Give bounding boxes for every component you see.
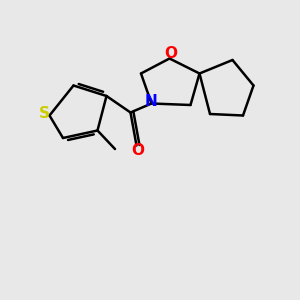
Text: N: N xyxy=(145,94,158,110)
Text: O: O xyxy=(131,143,145,158)
Text: O: O xyxy=(164,46,178,61)
Text: S: S xyxy=(39,106,50,122)
